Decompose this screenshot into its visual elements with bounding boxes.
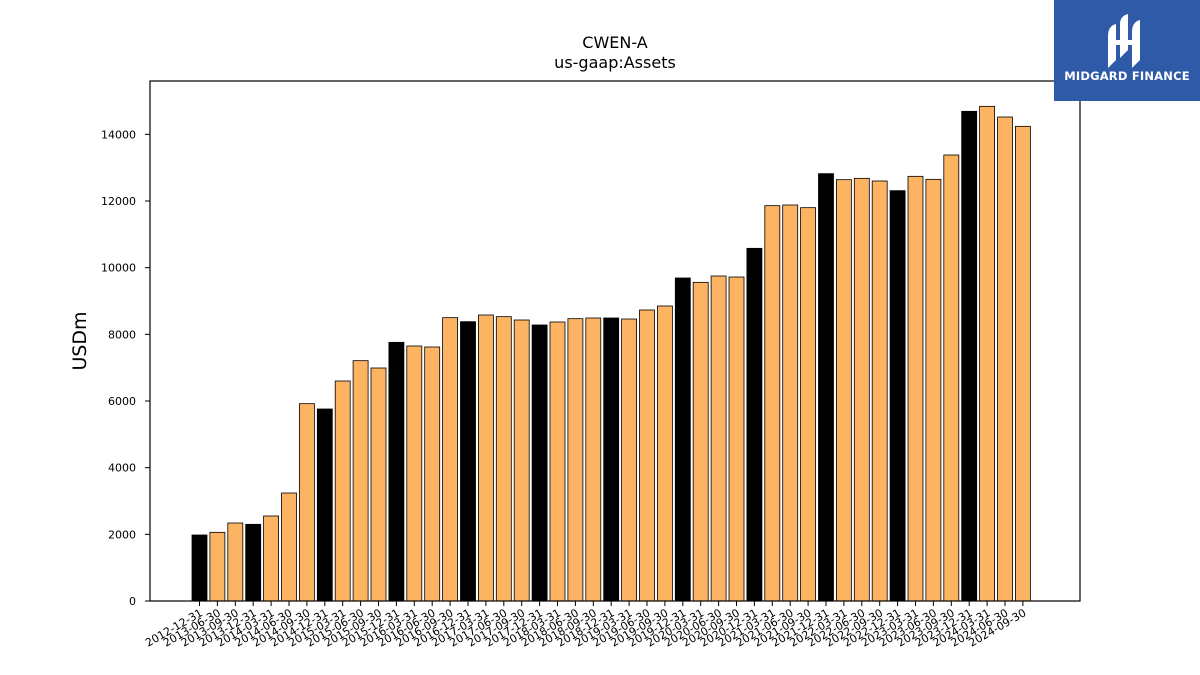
bar-2019-09-30 bbox=[657, 305, 673, 602]
bar-2018-03-31 bbox=[549, 321, 566, 602]
bar-2017-09-30 bbox=[513, 319, 530, 602]
y-tick-label: 14000 bbox=[101, 128, 136, 141]
bar-2022-03-31 bbox=[836, 179, 852, 602]
bar-2021-12-31 bbox=[818, 173, 834, 602]
y-tick-label: 4000 bbox=[108, 462, 136, 475]
bar-2021-09-30 bbox=[800, 207, 816, 602]
bar-2024-06-30 bbox=[997, 116, 1013, 602]
bar-2024-09-30 bbox=[1015, 125, 1031, 602]
logo-text: MIDGARD FINANCE bbox=[1064, 69, 1190, 83]
bar-2018-12-31 bbox=[603, 317, 620, 602]
bar-2023-06-30 bbox=[925, 178, 942, 602]
bar-2023-12-31 bbox=[961, 110, 978, 602]
bar-2018-09-30 bbox=[585, 317, 602, 602]
bar-2020-03-31 bbox=[692, 281, 709, 602]
y-axis-ticks: 0 2000 4000 6000 8000 10000 12000 14000 bbox=[101, 128, 150, 608]
bar-2016-06-30 bbox=[424, 346, 441, 602]
y-tick-label: 12000 bbox=[101, 195, 136, 208]
bar-2017-06-30 bbox=[495, 316, 512, 602]
bar-2019-06-30 bbox=[639, 309, 655, 602]
logo-mark-icon bbox=[1108, 14, 1140, 68]
bar-2023-03-31 bbox=[907, 175, 924, 602]
bar-2013-06-30 bbox=[209, 531, 226, 602]
bar-2015-06-30 bbox=[352, 360, 369, 602]
bar-2017-03-31 bbox=[477, 314, 494, 602]
bar-2016-12-31 bbox=[460, 321, 476, 602]
bar-2013-09-30 bbox=[227, 522, 244, 602]
bar-2014-12-31 bbox=[316, 408, 333, 602]
bar-2015-03-31 bbox=[334, 380, 351, 602]
chart-subtitle: us-gaap:Assets bbox=[554, 53, 676, 72]
bar-2015-09-30 bbox=[370, 367, 387, 602]
y-tick-label: 2000 bbox=[108, 528, 136, 541]
bar-2014-03-31 bbox=[263, 515, 280, 602]
bar-series bbox=[191, 105, 1031, 602]
x-axis-ticks: 2012-12-312013-06-302013-09-302013-12-31… bbox=[143, 601, 1028, 650]
bar-2013-12-31 bbox=[245, 523, 262, 602]
bar-2019-12-31 bbox=[674, 277, 691, 602]
y-tick-label: 0 bbox=[129, 595, 136, 608]
y-tick-label: 8000 bbox=[108, 328, 136, 341]
y-tick-label: 10000 bbox=[101, 262, 136, 275]
bar-2022-09-30 bbox=[871, 180, 888, 602]
bar-2023-09-30 bbox=[943, 154, 960, 602]
bar-2020-09-30 bbox=[728, 276, 745, 602]
bar-2024-03-31 bbox=[979, 105, 995, 602]
chart-title: CWEN-A bbox=[582, 33, 647, 52]
midgard-finance-logo: MIDGARD FINANCE bbox=[1054, 0, 1200, 101]
bar-2015-12-31 bbox=[388, 341, 405, 602]
bar-2018-06-30 bbox=[567, 318, 584, 602]
plot-frame bbox=[149, 80, 1081, 602]
bar-2014-09-30 bbox=[298, 403, 315, 602]
bar-2014-06-30 bbox=[281, 492, 297, 602]
bar-2022-06-30 bbox=[853, 177, 870, 602]
bar-2012-12-31 bbox=[191, 534, 208, 602]
y-tick-label: 6000 bbox=[108, 395, 136, 408]
bar-2020-06-30 bbox=[710, 275, 727, 602]
bar-2020-12-31 bbox=[746, 247, 763, 602]
y-axis-label: USDm bbox=[69, 311, 91, 370]
bar-2019-03-31 bbox=[621, 318, 637, 602]
bar-2017-12-31 bbox=[531, 324, 548, 602]
bar-2016-09-30 bbox=[442, 317, 459, 602]
bar-2022-12-31 bbox=[889, 190, 906, 602]
bar-2016-03-31 bbox=[406, 345, 423, 602]
bar-2021-06-30 bbox=[782, 204, 799, 602]
bar-2021-03-31 bbox=[764, 205, 781, 602]
